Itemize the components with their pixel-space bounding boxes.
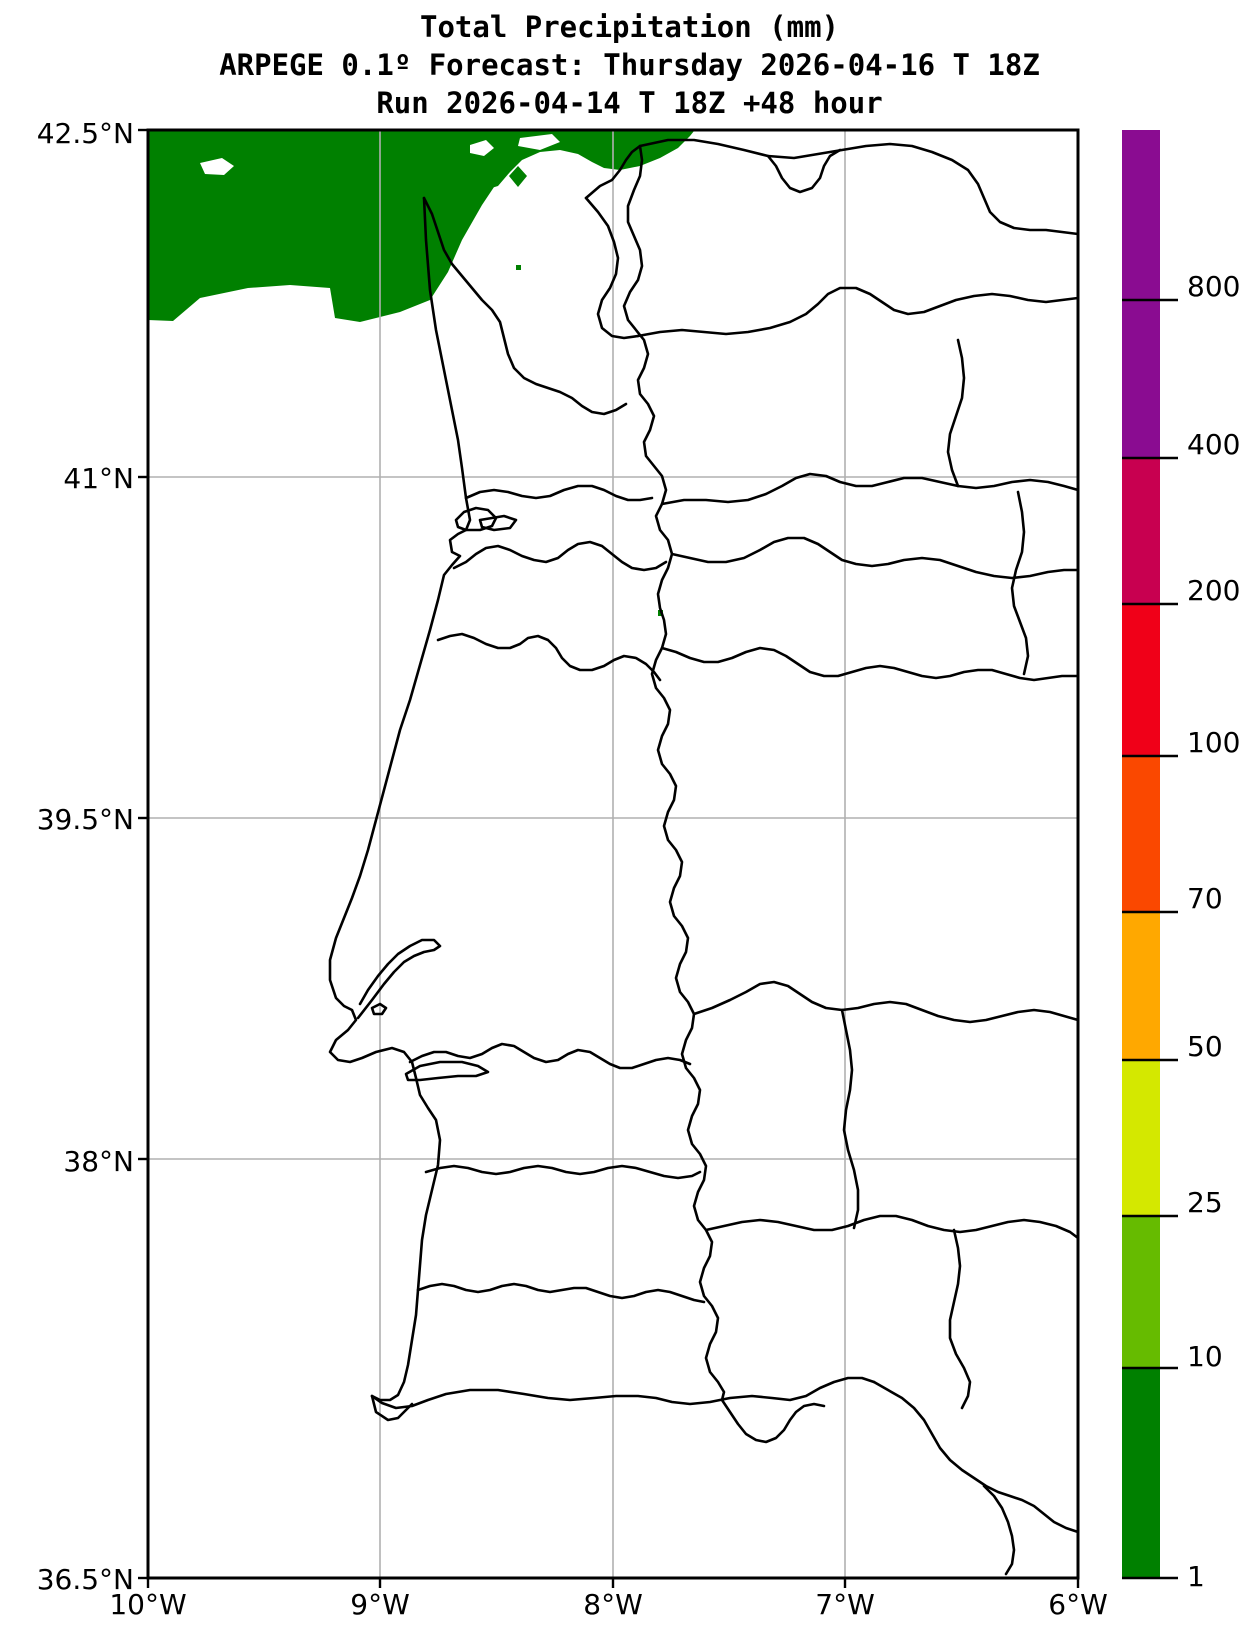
lagoon-aveiro <box>454 506 498 532</box>
colorbar-tick-label-50: 50 <box>1187 1030 1223 1063</box>
y-tick-label-38N: 38°N <box>63 1145 134 1178</box>
y-tick-label-42-5N: 42.5°N <box>36 117 134 150</box>
lagoon-aveiro-inner <box>478 514 518 532</box>
lagoon-obidos <box>370 1002 388 1016</box>
border-salamanca-zamora <box>660 472 1078 506</box>
x-tick-label-10W: 10°W <box>109 1588 187 1621</box>
estuary-sado <box>404 1060 490 1082</box>
y-tick-label-39-5N: 39.5°N <box>36 803 134 836</box>
precip-cell-inland-1 <box>509 166 527 187</box>
x-tick-label-7W: 7°W <box>815 1588 875 1621</box>
border-portugal-spain-east <box>584 144 726 1402</box>
colorbar-tick-label-70: 70 <box>1187 882 1223 915</box>
precip-hole-nw <box>200 158 234 175</box>
border-spain-east-vertical <box>1010 490 1030 676</box>
colorbar-tick-label-200: 200 <box>1187 574 1241 607</box>
border-district-douro-beira <box>464 484 654 502</box>
coastline-spain-southwest <box>872 1380 1078 1534</box>
border-district-alentejo-algarve <box>416 1282 706 1304</box>
border-district-minho-douro <box>422 196 628 416</box>
estuary-tagus <box>356 938 442 1020</box>
border-castilla-north <box>636 286 1078 338</box>
border-spain-southcentral <box>840 1008 860 1230</box>
precip-region-minho <box>358 131 452 198</box>
colorbar <box>1122 130 1178 1580</box>
precip-cell-inland-2 <box>516 265 521 270</box>
colorbar-tick-label-100: 100 <box>1187 726 1241 759</box>
axis-ticks <box>138 128 1080 1588</box>
colorbar-band-50-70 <box>1122 912 1160 1060</box>
colorbar-band-25-50 <box>1122 1060 1160 1216</box>
coastline-algarve-east <box>720 1398 826 1444</box>
precip-region-north-border <box>452 131 694 192</box>
y-tick-label-36-5N: 36.5°N <box>36 1563 134 1596</box>
x-tick-label-6W: 6°W <box>1048 1588 1108 1621</box>
precip-hole-north-1 <box>470 140 494 156</box>
colorbar-band-1-10 <box>1122 1368 1160 1578</box>
colorbar-tick-label-1: 1 <box>1187 1560 1205 1593</box>
border-spain-north <box>638 138 1078 236</box>
precip-hole-north-2 <box>518 134 560 150</box>
colorbar-tick-label-800: 800 <box>1187 270 1241 303</box>
border-district-beira <box>452 540 668 572</box>
border-sevilla-huelva <box>948 1228 972 1410</box>
border-district-ribatejo-alentejo <box>408 1042 692 1070</box>
coastline-portugal-west <box>328 196 472 1422</box>
precipitation-shading-layer <box>148 131 694 616</box>
coast-detail-guadalquivir <box>982 1484 1016 1576</box>
colorbar-tick-label-10: 10 <box>1187 1340 1223 1373</box>
border-badajoz-caceres <box>692 980 1078 1024</box>
coastline-portugal-south <box>370 1376 876 1410</box>
border-spain-east-inner <box>946 338 966 488</box>
colorbar-band-200-400 <box>1122 458 1160 604</box>
colorbar-band-70-100 <box>1122 756 1160 912</box>
x-tick-label-9W: 9°W <box>350 1588 410 1621</box>
colorbar-tick-label-400: 400 <box>1187 428 1241 461</box>
colorbar-band-800-plus <box>1122 130 1160 300</box>
border-badajoz-huelva <box>704 1214 1078 1240</box>
map-boundaries-layer <box>328 138 1078 1576</box>
colorbar-band-100-200 <box>1122 604 1160 756</box>
coast-spain-north-notch <box>766 148 842 194</box>
colorbar-tick-label-25: 25 <box>1187 1186 1223 1219</box>
x-tick-label-8W: 8°W <box>583 1588 643 1621</box>
border-galicia-asturias <box>584 196 640 340</box>
border-caceres-salamanca <box>670 536 1078 580</box>
border-district-evora-beja <box>424 1164 702 1180</box>
colorbar-band-10-25 <box>1122 1216 1160 1368</box>
y-tick-label-41N: 41°N <box>63 462 134 495</box>
colorbar-band-400-800 <box>1122 300 1160 458</box>
border-district-beira-estremadura <box>436 632 662 682</box>
border-spain-caceres-inner <box>660 646 1078 682</box>
